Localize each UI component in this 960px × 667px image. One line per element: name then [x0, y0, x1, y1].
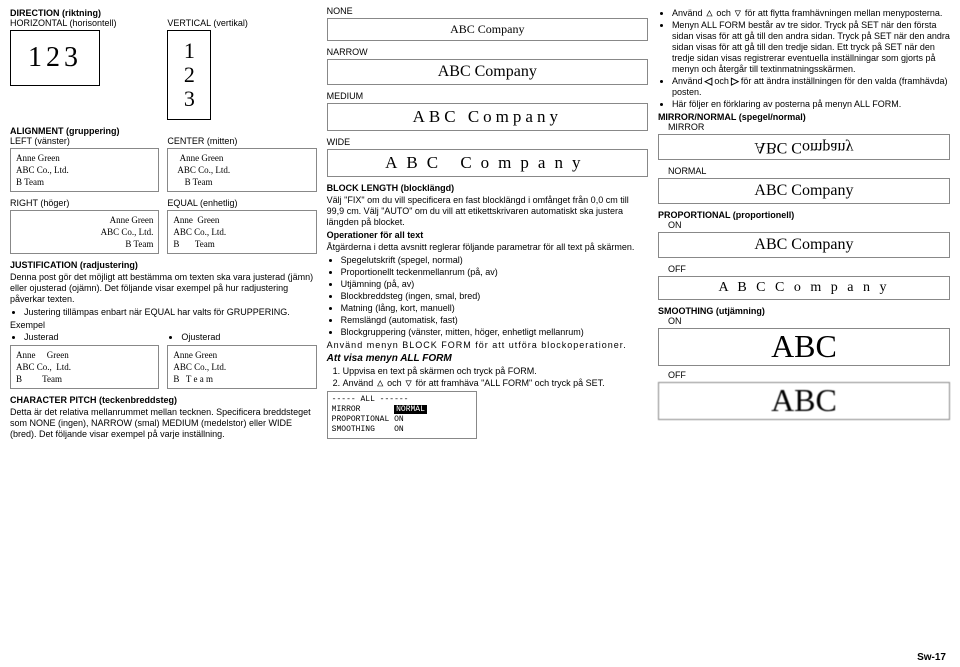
tip-3: Använd ◀ och ▶ för att ändra inställning…	[672, 76, 950, 98]
justification-body: Denna post gör det möjligt att bestämma …	[10, 272, 317, 305]
chevron-up-icon: ▲	[705, 8, 714, 18]
list-ojusterad: Anne Green ABC Co., Ltd. B T e a m	[167, 345, 316, 389]
justification-header: JUSTIFICATION (radjustering)	[10, 260, 317, 270]
prop-on-label: ON	[668, 220, 950, 230]
right-label: RIGHT (höger)	[10, 198, 159, 208]
sample-wide: ABC Company	[327, 149, 648, 177]
horizontal-label: HORIZONTAL (horisontell)	[10, 18, 159, 28]
block-length-body: Välj "FIX" om du vill specificera en fas…	[327, 195, 648, 228]
center-label: CENTER (mitten)	[167, 136, 316, 146]
ops-list-item: Utjämning (på, av)	[341, 279, 648, 290]
direction-header: DIRECTION (riktning)	[10, 8, 317, 18]
smooth-off-label: OFF	[668, 370, 950, 380]
ops-body: Åtgärderna i detta avsnitt reglerar följ…	[327, 242, 648, 253]
equal-label: EQUAL (enhetlig)	[167, 198, 316, 208]
step-2: Använd ▲ och ▼ för att framhäva "ALL FOR…	[343, 378, 648, 389]
pitch-body: Detta är det relativa mellanrummet mella…	[10, 407, 317, 440]
justification-bullet: Justering tillämpas enbart när EQUAL har…	[24, 307, 317, 318]
sample-smooth-on: ABC	[658, 328, 950, 366]
proportional-header: PROPORTIONAL (proportionell)	[658, 210, 950, 220]
vertical-label: VERTICAL (vertikal)	[167, 18, 316, 28]
mirror-label: MIRROR	[668, 122, 950, 132]
list-justerad: Anne Green ABC Co., Ltd. B Team	[10, 345, 159, 389]
sample-prop-on: ABC Company	[658, 232, 950, 258]
sample-smooth-off: ABC	[658, 382, 950, 420]
ops-header: Operationer för all text	[327, 230, 648, 240]
none-label: NONE	[327, 6, 648, 16]
ops-list-item: Proportionellt teckenmellanrum (på, av)	[341, 267, 648, 278]
sample-medium: ABC Company	[327, 103, 648, 131]
ojusterad-label: Ojusterad	[181, 332, 316, 343]
pitch-header: CHARACTER PITCH (teckenbreddsteg)	[10, 395, 317, 405]
block-length-header: BLOCK LENGTH (blocklängd)	[327, 183, 648, 193]
normal-label: NORMAL	[668, 166, 950, 176]
horizontal-box: 123	[10, 30, 100, 86]
show-allform-header: Att visa menyn ALL FORM	[327, 353, 648, 364]
vertical-box: 1 2 3	[167, 30, 211, 120]
chevron-down-icon: ▼	[733, 8, 742, 18]
mirror-normal-header: MIRROR/NORMAL (spegel/normal)	[658, 112, 950, 122]
sample-none: ABC Company	[327, 18, 648, 41]
medium-label: MEDIUM	[327, 91, 648, 101]
list-right: Anne Green ABC Co., Ltd. B Team	[10, 210, 159, 254]
sample-prop-off: A B C C o m p a n y	[658, 276, 950, 300]
list-center: Anne Green ABC Co., Ltd. B Team	[167, 148, 316, 192]
tip-1: Använd ▲ och ▼ för att flytta framhävnin…	[672, 8, 950, 19]
step-1: Uppvisa en text på skärmen och tryck på …	[343, 366, 648, 377]
ops-list-item: Remslängd (automatisk, fast)	[341, 315, 648, 326]
tip-4: Här följer en förklaring av posterna på …	[672, 99, 950, 110]
left-label: LEFT (vänster)	[10, 136, 159, 146]
chevron-up-icon: ▲	[376, 378, 385, 388]
alignment-header: ALIGNMENT (gruppering)	[10, 126, 317, 136]
wide-label: WIDE	[327, 137, 648, 147]
list-equal: Anne Green ABC Co., Ltd. B Team	[167, 210, 316, 254]
ops-list-item: Matning (lång, kort, manuell)	[341, 303, 648, 314]
prop-off-label: OFF	[668, 264, 950, 274]
sample-narrow: ABC Company	[327, 59, 648, 85]
narrow-label: NARROW	[327, 47, 648, 57]
justerad-label: Justerad	[24, 332, 159, 343]
ops-list-item: Spegelutskrift (spegel, normal)	[341, 255, 648, 266]
chevron-down-icon: ▼	[404, 378, 413, 388]
list-left: Anne Green ABC Co., Ltd. B Team	[10, 148, 159, 192]
tip-2: Menyn ALL FORM består av tre sidor. Tryc…	[672, 20, 950, 75]
smooth-on-label: ON	[668, 316, 950, 326]
ops-list: Spegelutskrift (spegel, normal)Proportio…	[327, 255, 648, 338]
use-menu-text: Använd menyn BLOCK FORM för att utföra b…	[327, 340, 648, 351]
smoothing-header: SMOOTHING (utjämning)	[658, 306, 950, 316]
allform-box: ----- ALL ------ MIRROR NORMAL PROPORTIO…	[327, 391, 477, 439]
page-number: Sw-17	[917, 652, 946, 663]
example-label: Exempel	[10, 320, 317, 330]
ops-list-item: Blockbreddsteg (ingen, smal, bred)	[341, 291, 648, 302]
ops-list-item: Blockgruppering (vänster, mitten, höger,…	[341, 327, 648, 338]
sample-mirror: ABC Company	[658, 134, 950, 160]
chevron-left-icon: ◀	[705, 76, 712, 86]
sample-normal: ABC Company	[658, 178, 950, 204]
